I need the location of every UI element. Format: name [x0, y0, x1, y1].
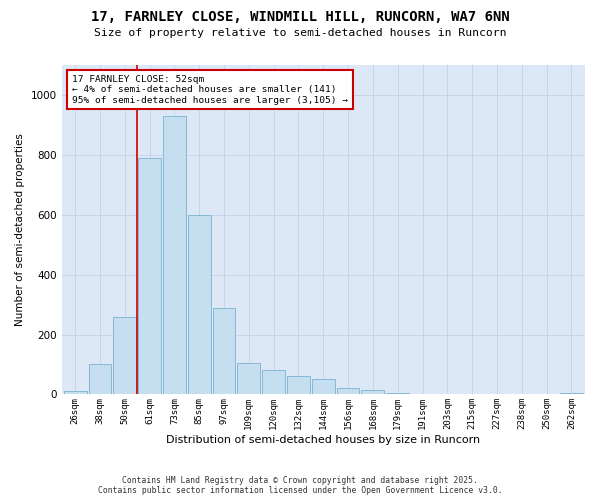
Bar	[287, 376, 310, 394]
Text: Contains HM Land Registry data © Crown copyright and database right 2025.
Contai: Contains HM Land Registry data © Crown c…	[98, 476, 502, 495]
Bar	[89, 364, 112, 394]
Bar	[188, 214, 211, 394]
Bar	[560, 393, 583, 394]
Bar	[113, 316, 136, 394]
Text: Size of property relative to semi-detached houses in Runcorn: Size of property relative to semi-detach…	[94, 28, 506, 38]
Text: 17 FARNLEY CLOSE: 52sqm
← 4% of semi-detached houses are smaller (141)
95% of se: 17 FARNLEY CLOSE: 52sqm ← 4% of semi-det…	[72, 75, 348, 104]
Text: 17, FARNLEY CLOSE, WINDMILL HILL, RUNCORN, WA7 6NN: 17, FARNLEY CLOSE, WINDMILL HILL, RUNCOR…	[91, 10, 509, 24]
Bar	[312, 380, 335, 394]
X-axis label: Distribution of semi-detached houses by size in Runcorn: Distribution of semi-detached houses by …	[166, 435, 481, 445]
Bar	[361, 390, 384, 394]
Bar	[163, 116, 186, 394]
Bar	[262, 370, 285, 394]
Bar	[64, 392, 86, 394]
Y-axis label: Number of semi-detached properties: Number of semi-detached properties	[15, 134, 25, 326]
Bar	[337, 388, 359, 394]
Bar	[212, 308, 235, 394]
Bar	[238, 363, 260, 394]
Bar	[386, 393, 409, 394]
Bar	[138, 158, 161, 394]
